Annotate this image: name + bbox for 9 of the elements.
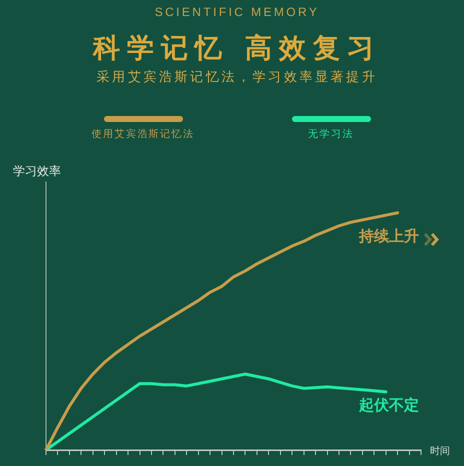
text: SCIENTIFIC MEMORY <box>154 5 320 19</box>
text: 无学习法 <box>308 128 354 141</box>
chart-title: 科学记忆 高效复习 <box>92 32 382 66</box>
chart-subtitle: 采用艾宾浩斯记忆法，学习效率显著提升 <box>96 69 378 86</box>
annotation: 持续上升 <box>358 227 419 246</box>
y-axis-title: 学习效率 <box>13 163 61 180</box>
text: 使用艾宾浩斯记忆法 <box>92 128 194 141</box>
x-axis-title: 时间 <box>430 444 450 458</box>
annotation: 起伏不定 <box>358 396 419 414</box>
